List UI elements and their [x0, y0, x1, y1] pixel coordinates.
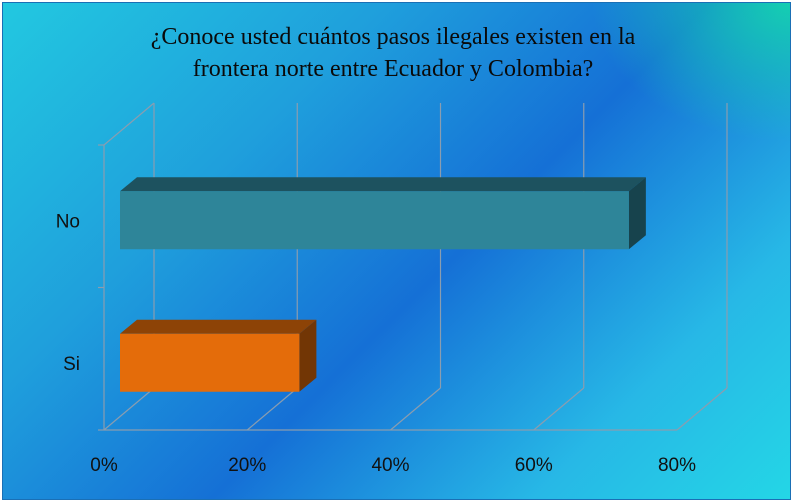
category-label-si: Si [63, 354, 80, 375]
chart-title-line-1: ¿Conoce usted cuántos pasos ilegales exi… [150, 24, 636, 50]
bar-si [120, 333, 300, 392]
x-tick-label: 40% [371, 455, 409, 476]
x-tick-label: 0% [90, 455, 118, 476]
x-tick-label: 20% [228, 455, 266, 476]
bar-top-no [120, 177, 646, 192]
x-tick-label: 80% [658, 455, 696, 476]
x-tick-label: 60% [515, 455, 553, 476]
floor-gridline [246, 387, 298, 431]
side-wall-edge [103, 102, 155, 146]
chart-title-line-2: frontera norte entre Ecuador y Colombia? [192, 56, 594, 82]
floor-gridline [390, 387, 441, 431]
bar-no [120, 191, 629, 250]
category-label-no: No [56, 211, 80, 232]
floor-gridline [533, 387, 585, 431]
floor-gridline [676, 387, 728, 431]
bar-top-si [120, 319, 317, 334]
chart-title: ¿Conoce usted cuántos pasos ilegales exi… [43, 21, 743, 85]
floor-gridline [103, 387, 155, 431]
bar-side-no [628, 177, 646, 250]
bar-side-si [299, 319, 317, 392]
